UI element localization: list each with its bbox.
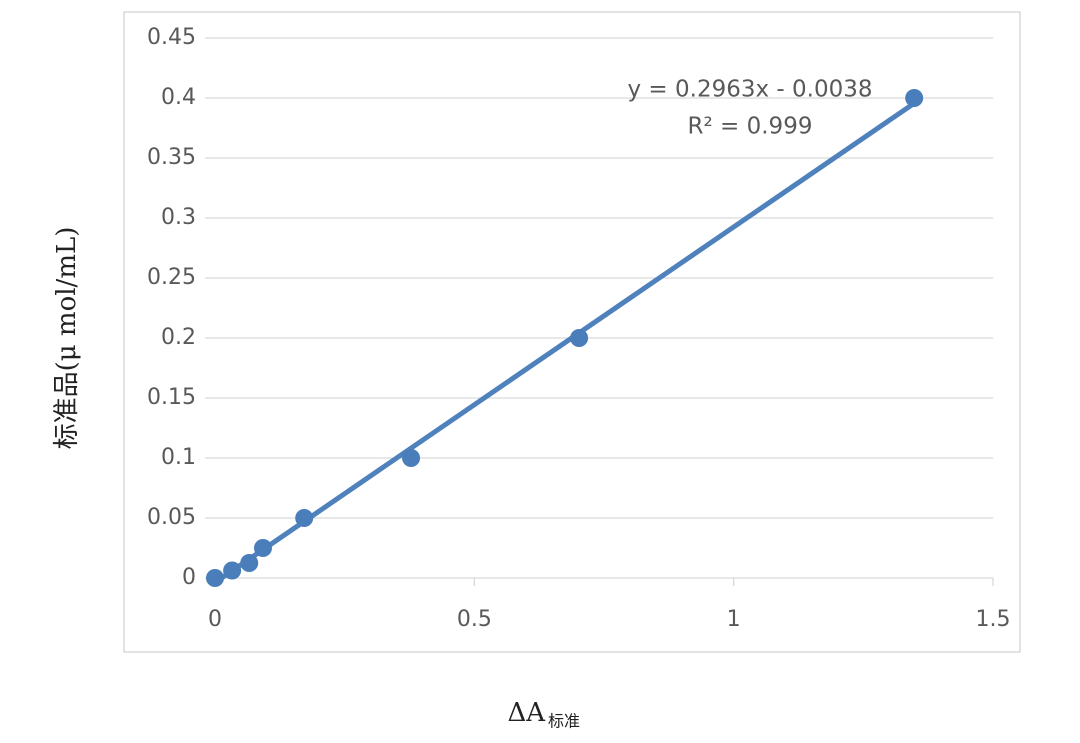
data-point bbox=[295, 509, 314, 527]
y-tick-label: 0.25 bbox=[147, 265, 196, 290]
y-tick-label: 0.35 bbox=[147, 145, 196, 170]
x-tick-label: 0.5 bbox=[457, 607, 492, 632]
x-tick-label: 0 bbox=[208, 607, 222, 632]
y-tick-label: 0.3 bbox=[161, 205, 196, 230]
data-point bbox=[905, 89, 924, 107]
x-axis-title-sub: 标准 bbox=[548, 712, 580, 731]
trendline-r2: R² = 0.999 bbox=[688, 114, 813, 140]
data-point bbox=[206, 569, 224, 587]
data-point bbox=[402, 449, 421, 467]
chart-frame bbox=[123, 11, 1021, 653]
y-tick-label: 0.15 bbox=[147, 385, 196, 410]
y-axis-title: 标准品(μ mol/mL) bbox=[52, 227, 82, 450]
data-point bbox=[253, 539, 272, 557]
y-tick-label: 0.05 bbox=[147, 505, 196, 530]
data-point bbox=[223, 561, 242, 580]
y-tick-label: 0 bbox=[182, 565, 196, 590]
y-tick-label: 0.45 bbox=[147, 25, 196, 50]
trendline bbox=[213, 101, 916, 585]
y-tick-label: 0.4 bbox=[161, 85, 196, 110]
data-point bbox=[570, 329, 589, 347]
x-tick-label: 1 bbox=[727, 607, 741, 632]
data-point bbox=[240, 554, 259, 572]
y-tick-label: 0.1 bbox=[161, 445, 196, 470]
y-tick-label: 0.2 bbox=[161, 325, 196, 350]
x-axis-title: ΔA bbox=[507, 698, 546, 728]
trendline-equation: y = 0.2963x - 0.0038 bbox=[628, 77, 873, 103]
x-tick-label: 1.5 bbox=[976, 607, 1011, 632]
